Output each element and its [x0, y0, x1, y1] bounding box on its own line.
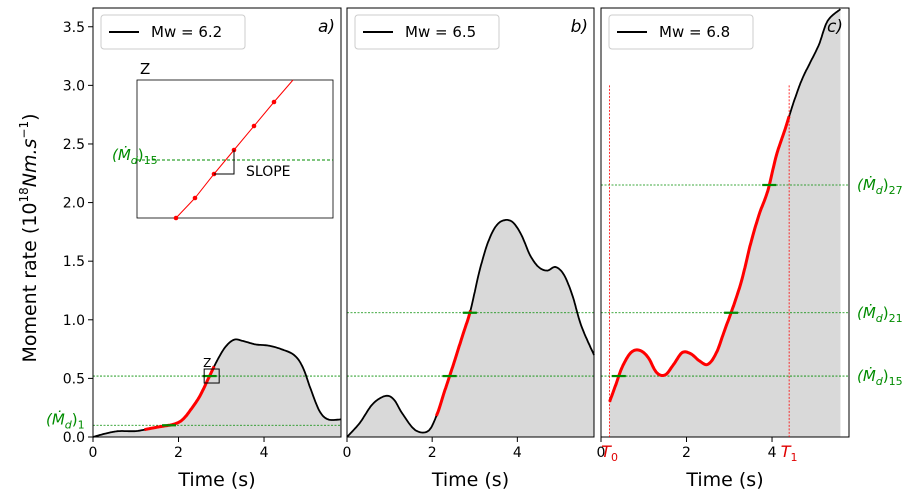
y-tick-label: 2.5	[63, 137, 85, 153]
level-label: (Ṁd)21	[857, 303, 903, 325]
area-fill	[610, 9, 841, 437]
x-tick-label: 2	[174, 445, 183, 461]
legend: Mw = 6.8	[609, 15, 753, 49]
panel-letter: a)	[318, 17, 335, 37]
level-label: (Ṁd)15	[857, 366, 903, 388]
x-axis-label: Time (s)	[685, 469, 763, 491]
time-marker-label: T1	[781, 442, 798, 464]
x-axis-label: Time (s)	[431, 469, 509, 491]
inset-point	[272, 100, 277, 105]
y-tick-label: 2.0	[63, 196, 85, 212]
legend-label: Mw = 6.2	[151, 23, 222, 41]
legend: Mw = 6.5	[355, 15, 499, 49]
y-tick-label: 3.5	[63, 20, 85, 36]
x-tick-label: 4	[768, 445, 777, 461]
y-tick-label: 1.0	[63, 313, 85, 329]
inset-zoom: Z SLOPE (Ṁd)15	[112, 60, 333, 220]
time-marker-label: T0	[601, 442, 618, 464]
slope-label: SLOPE	[246, 164, 291, 180]
y-tick-label: 0.5	[63, 371, 85, 387]
legend-label: Mw = 6.5	[405, 23, 476, 41]
panel-letter: c)	[827, 17, 843, 37]
x-tick-label: 2	[682, 445, 691, 461]
panel-letter: b)	[571, 17, 588, 37]
x-tick-label: 4	[260, 445, 269, 461]
zoom-box-label: Z	[203, 356, 211, 370]
y-axis-label: Moment rate (1018Nm.s−1)	[17, 113, 41, 362]
x-tick-label: 4	[513, 445, 522, 461]
x-tick-label: 0	[89, 445, 98, 461]
inset-point	[193, 196, 198, 201]
y-tick-label: 0.0	[63, 430, 85, 446]
y-tick-label: 3.0	[63, 78, 85, 94]
area-fill	[347, 220, 594, 437]
x-axis-label: Time (s)	[177, 469, 255, 491]
area-fill	[93, 339, 341, 437]
level-label: (Ṁd)27	[857, 175, 903, 197]
inset-point	[174, 216, 179, 221]
y-tick-label: 1.5	[63, 254, 85, 270]
legend-label: Mw = 6.8	[659, 23, 730, 41]
legend: Mw = 6.2	[101, 15, 245, 49]
y-tick-labels: 0.0 0.5 1.0 1.5 2.0 2.5 3.0 3.5	[63, 20, 93, 446]
x-tick-label: 0	[343, 445, 352, 461]
x-tick-label: 2	[428, 445, 437, 461]
inset-point	[252, 124, 257, 129]
inset-label: Z	[140, 60, 150, 78]
level-label: (Ṁd)1	[46, 409, 85, 431]
